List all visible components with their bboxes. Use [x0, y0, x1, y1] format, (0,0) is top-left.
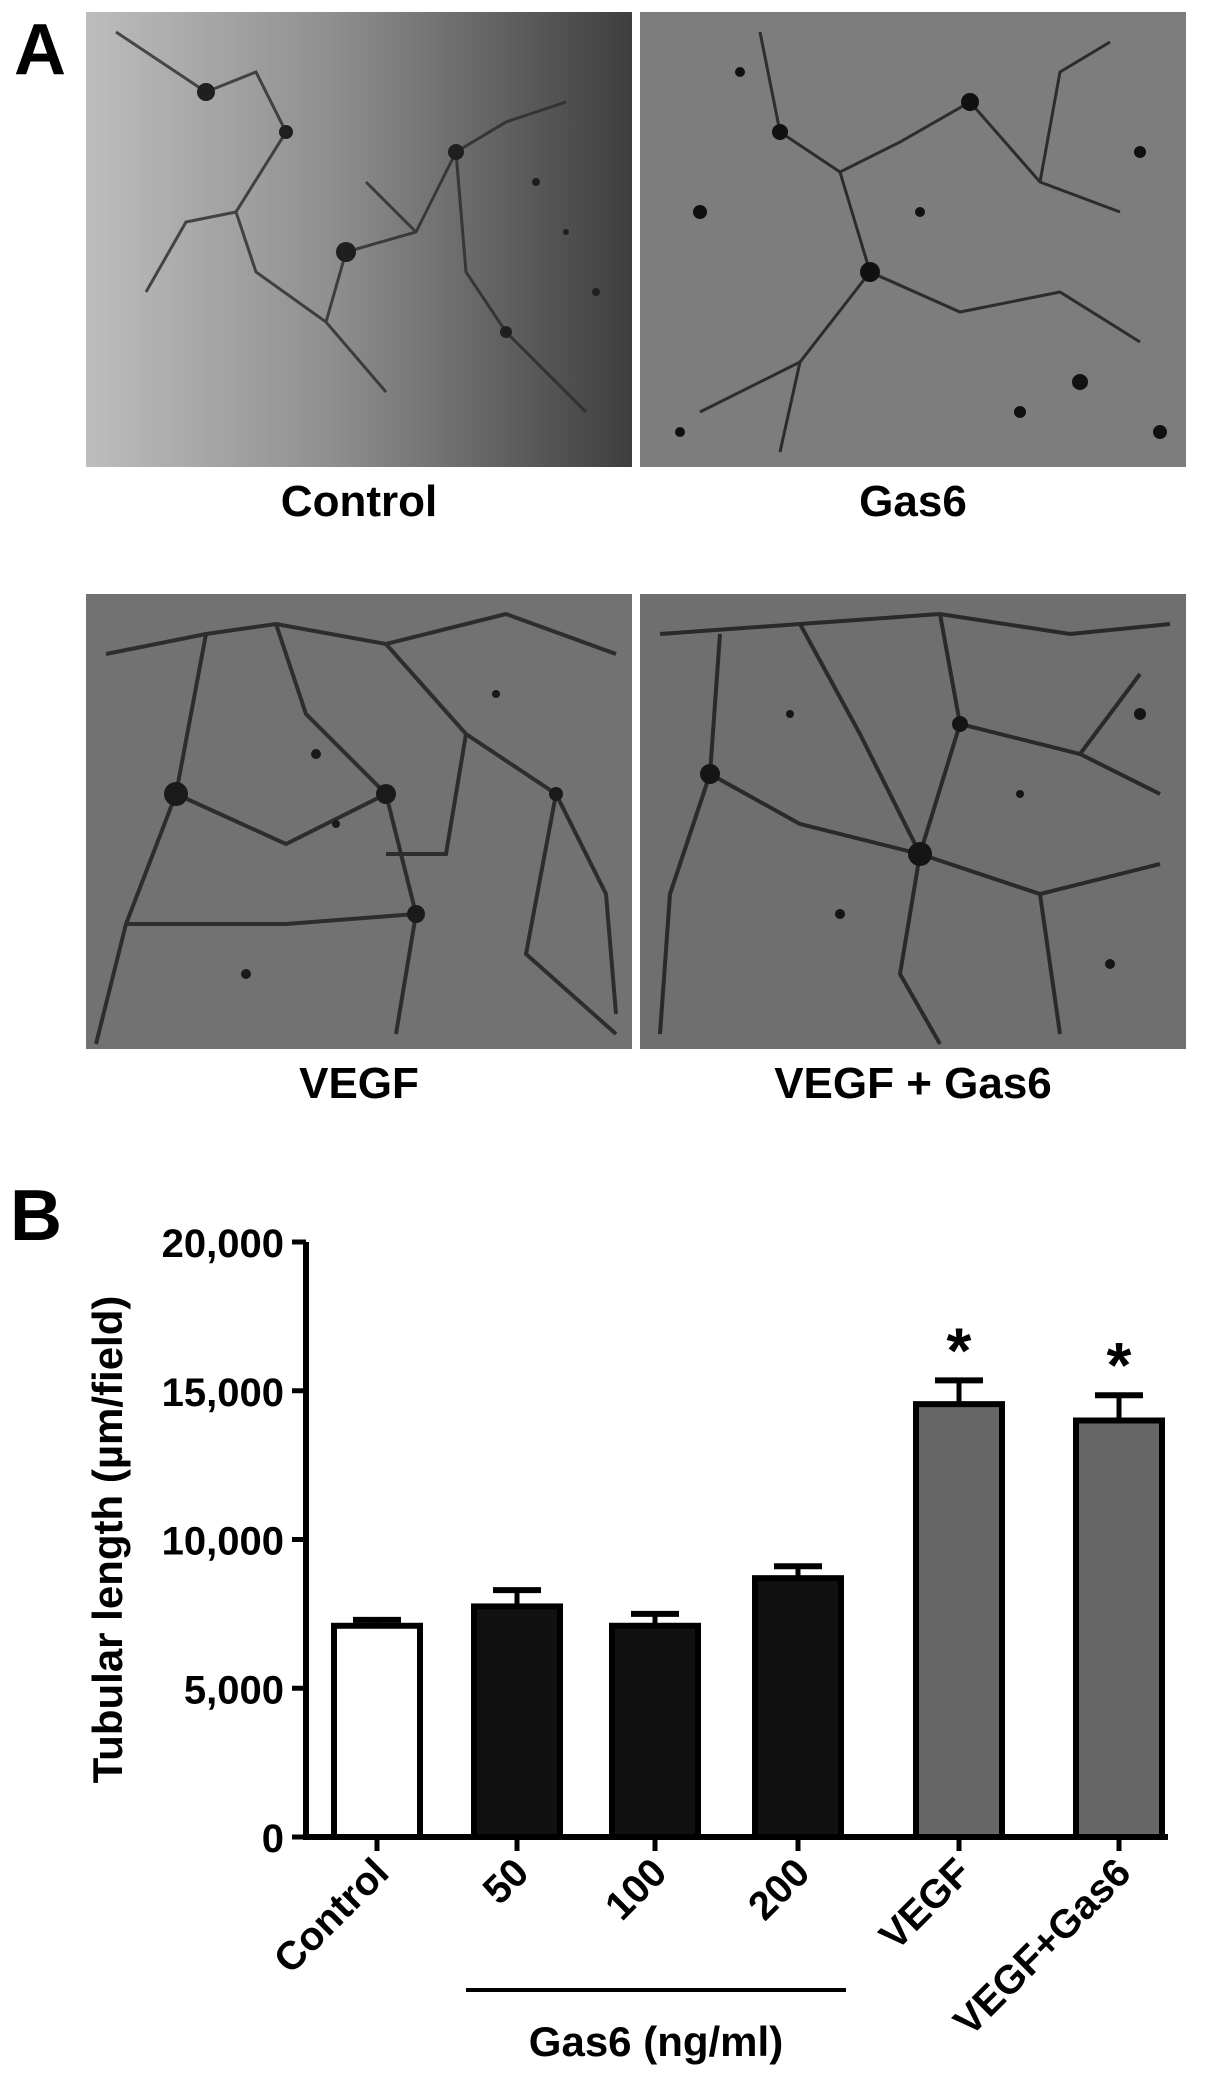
x-tick-label: 100	[597, 1850, 675, 1928]
x-tick-label: 200	[740, 1850, 818, 1928]
x-tick-label: VEGF	[871, 1850, 979, 1958]
significance-marker: *	[1107, 1329, 1132, 1401]
panel-b-letter: B	[10, 1176, 62, 1256]
panel-a-letter: A	[14, 10, 66, 90]
label-vegf-gas6: VEGF + Gas6	[774, 1059, 1052, 1108]
bar	[609, 1622, 701, 1840]
tubular-length-chart: 0 5,000 10,000 15,000 20,000 Tubular length (…	[84, 1222, 1168, 2065]
micrograph-vegf	[86, 594, 632, 1049]
significance-marker: *	[947, 1314, 972, 1386]
bar	[913, 1401, 1005, 1840]
x-tick-label: Control	[266, 1850, 398, 1982]
group-label: Gas6 (ng/ml)	[529, 2018, 783, 2065]
y-tick-label: 0	[262, 1817, 284, 1861]
y-tick-label: 15,000	[162, 1371, 284, 1415]
x-tick-label: 50	[475, 1850, 538, 1913]
label-gas6: Gas6	[859, 477, 967, 526]
label-vegf: VEGF	[299, 1059, 419, 1108]
bar	[752, 1575, 844, 1840]
y-axis-label: Tubular length (µm/field)	[84, 1296, 131, 1784]
micrograph-vegf-gas6	[640, 594, 1186, 1049]
label-control: Control	[280, 477, 438, 526]
y-tick-label: 5,000	[184, 1668, 284, 1712]
bar	[471, 1603, 563, 1840]
y-tick-label: 20,000	[162, 1222, 284, 1266]
y-tick-label: 10,000	[162, 1520, 284, 1564]
micrograph-control	[86, 12, 632, 467]
bar	[1073, 1417, 1165, 1840]
micrograph-gas6	[640, 12, 1186, 467]
bar	[331, 1622, 423, 1840]
